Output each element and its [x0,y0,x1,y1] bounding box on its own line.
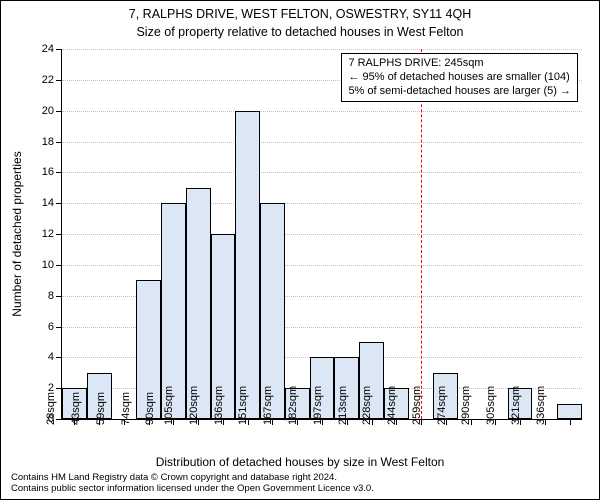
plot-area: 02468101214161820222428sqm43sqm59sqm74sq… [61,49,582,420]
x-tick-label: 120sqm [188,386,200,425]
x-tick-label: 28sqm [45,392,57,425]
y-tick-label: 24 [42,43,54,55]
chart-container: 7, RALPHS DRIVE, WEST FELTON, OSWESTRY, … [0,0,600,500]
y-tick-label: 14 [42,197,54,209]
y-tick-label: 12 [42,228,54,240]
x-tick-label: 274sqm [435,386,447,425]
y-tick-label: 16 [42,166,54,178]
y-tick-label: 22 [42,74,54,86]
x-tick-label: 321sqm [510,386,522,425]
y-tick-label: 6 [48,321,54,333]
x-tick-label: 182sqm [287,386,299,425]
x-tick-label: 213sqm [336,386,348,425]
gridline [62,111,582,112]
x-tick-label: 136sqm [213,386,225,425]
annotation-box: 7 RALPHS DRIVE: 245sqm ← 95% of detached… [341,53,578,102]
x-tick-label: 105sqm [163,386,175,425]
reference-marker-line [421,49,422,419]
y-tick [56,357,62,358]
histogram-bar [235,111,260,419]
gridline [62,203,582,204]
x-tick-label: 290sqm [460,386,472,425]
y-tick [56,327,62,328]
chart-title: Size of property relative to detached ho… [1,25,599,39]
y-tick-label: 18 [42,136,54,148]
x-tick-label: 244sqm [386,386,398,425]
footer-line-2: Contains public sector information licen… [11,484,374,495]
y-tick-label: 8 [48,290,54,302]
x-tick-label: 305sqm [485,386,497,425]
y-tick [56,234,62,235]
histogram-bar [186,188,211,419]
y-tick [56,172,62,173]
y-tick [56,49,62,50]
y-tick-label: 4 [48,351,54,363]
x-tick [570,419,571,425]
annotation-line-1: 7 RALPHS DRIVE: 245sqm [348,57,571,71]
footer-attribution: Contains HM Land Registry data © Crown c… [11,473,374,495]
y-tick [56,111,62,112]
x-tick-label: 167sqm [262,386,274,425]
annotation-line-2: ← 95% of detached houses are smaller (10… [348,71,571,85]
histogram-bar [557,404,582,419]
y-tick [56,296,62,297]
y-tick [56,203,62,204]
y-tick-label: 10 [42,259,54,271]
y-tick [56,142,62,143]
chart-supertitle: 7, RALPHS DRIVE, WEST FELTON, OSWESTRY, … [1,7,599,21]
x-tick-label: 336sqm [534,386,546,425]
gridline [62,265,582,266]
x-tick-label: 59sqm [95,392,107,425]
x-tick-label: 197sqm [312,386,324,425]
x-tick-label: 74sqm [120,392,132,425]
gridline [62,172,582,173]
x-tick-label: 43sqm [70,392,82,425]
y-tick-label: 20 [42,105,54,117]
gridline [62,234,582,235]
gridline [62,142,582,143]
x-axis-label: Distribution of detached houses by size … [1,455,599,469]
x-tick-label: 90sqm [144,392,156,425]
annotation-line-3: 5% of semi-detached houses are larger (5… [348,85,571,99]
x-tick-label: 151sqm [237,386,249,425]
y-tick [56,80,62,81]
x-tick-label: 228sqm [361,386,373,425]
gridline [62,49,582,50]
y-tick [56,265,62,266]
y-axis-label: Number of detached properties [10,151,24,316]
